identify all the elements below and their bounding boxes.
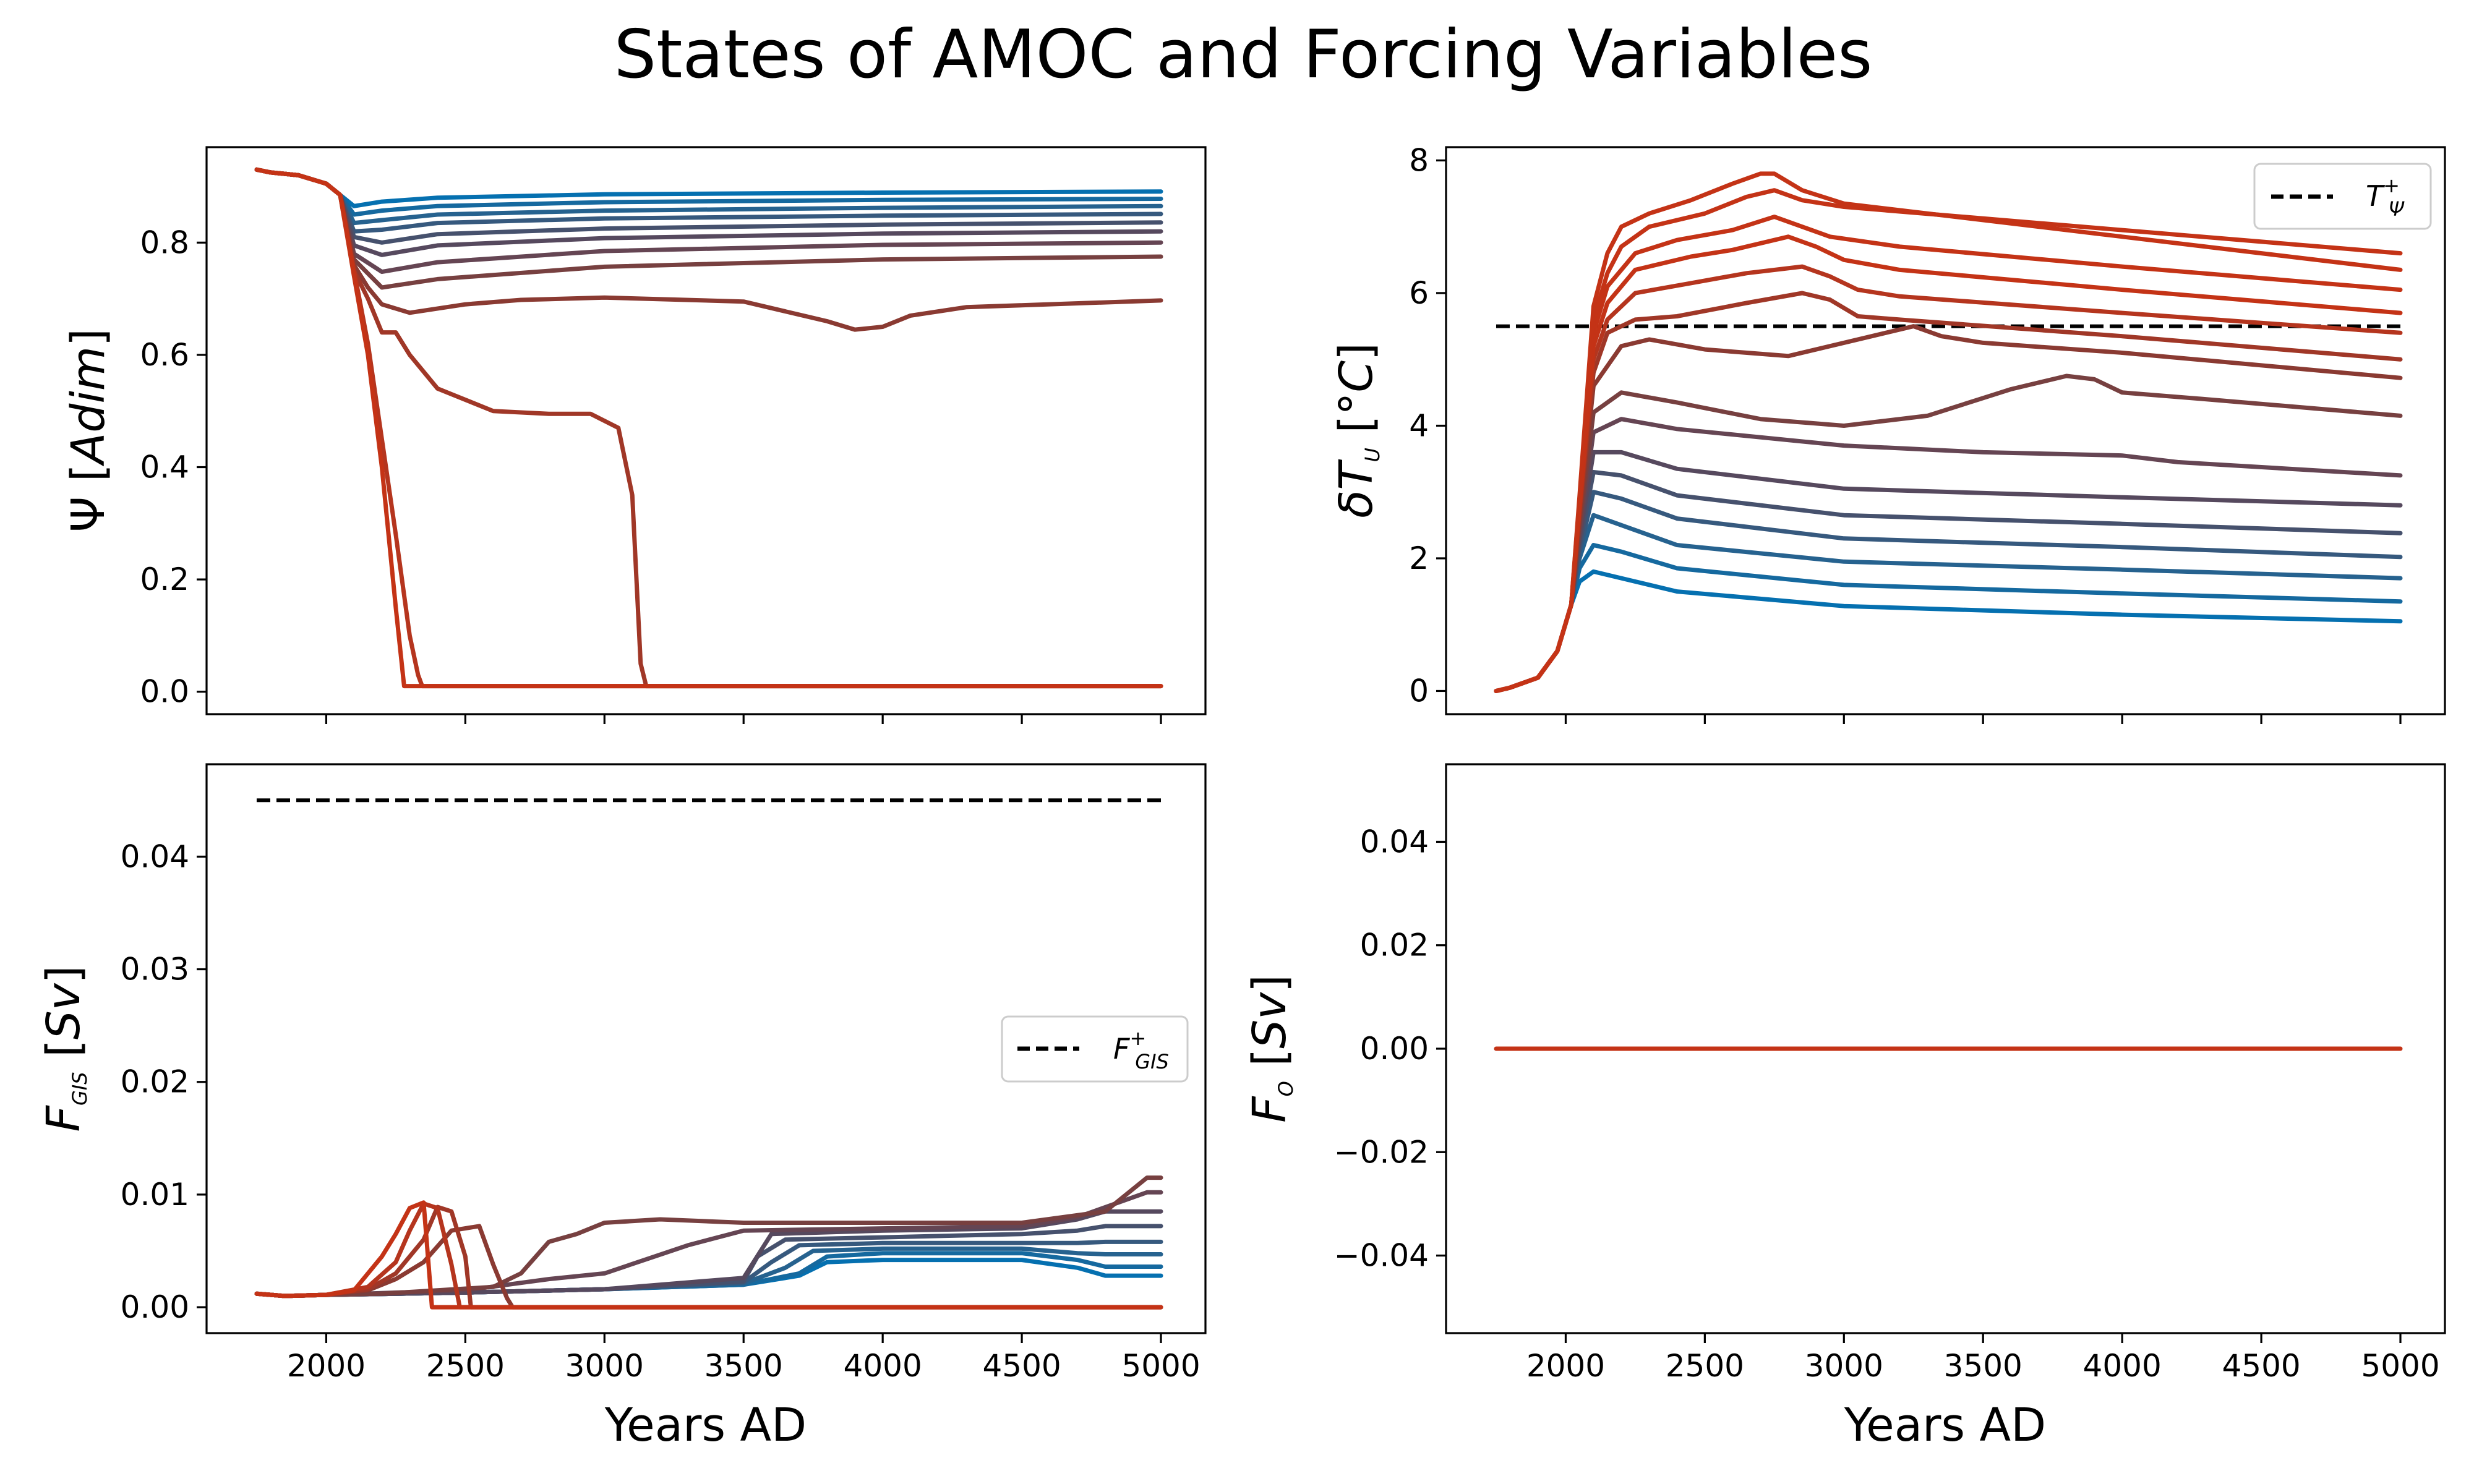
dtu-y-tick-label: 2: [1409, 540, 1429, 576]
fo-y-tick-label: −0.02: [1334, 1134, 1429, 1170]
fgis-x-tick-label: 4000: [844, 1348, 922, 1384]
fgis-series-layer: [254, 798, 1163, 1310]
fo-x-tick-label: 2500: [1666, 1348, 1744, 1384]
panel-psi: 0.0 0.2 0.4 0.6 0.8 Ψ [Adim]: [62, 146, 1207, 724]
dtu-y-axis-label: δTU [°C]: [1330, 343, 1384, 518]
dtu-y-tick-label: 4: [1409, 407, 1429, 443]
panel-fo: 2000 2500 3000 3500 4000 4500 5000 −0.04 −0.02 0.…: [1243, 763, 2446, 1452]
dtu-series-line-15: [1494, 171, 2403, 693]
dtu-y-tick-label: 8: [1409, 142, 1429, 178]
fo-x-tick-label: 2000: [1526, 1348, 1605, 1384]
figure-title: States of AMOC and Forcing Variables: [614, 16, 1873, 93]
fo-x-tick-label: 3000: [1805, 1348, 1883, 1384]
fgis-x-tick-label: 2500: [426, 1348, 505, 1384]
psi-y-tick-label: 0.8: [140, 224, 189, 260]
fgis-legend-box: [1001, 1015, 1189, 1083]
fgis-y-tick-label: 0.04: [121, 838, 189, 874]
dtu-y-tick-label: 0: [1409, 673, 1429, 709]
fo-ticks: 2000 2500 3000 3500 4000 4500 5000 −0.04 −0.02 0.…: [1334, 824, 2440, 1384]
fgis-x-tick-label: 3000: [565, 1348, 644, 1384]
fo-x-tick-label: 5000: [2361, 1348, 2439, 1384]
fgis-axes-frame: [205, 763, 1207, 1334]
psi-y-tick-label: 0.6: [140, 337, 189, 373]
fgis-ticks: 2000 2500 3000 3500 4000 4500 5000 0.00 0.01 0.02…: [121, 838, 1201, 1384]
fgis-series-line-12: [254, 1200, 1163, 1310]
dtu-axes-frame: [1445, 146, 2446, 715]
dtu-legend-box: [2253, 163, 2432, 230]
psi-y-tick-label: 0.4: [140, 450, 189, 485]
panel-fgis: 2000 2500 3000 3500 4000 4500 5000 0.00 0.01 0.02…: [37, 763, 1207, 1452]
psi-y-tick-label: 0.2: [140, 561, 189, 597]
dtu-legend: T+ Ψ: [2253, 163, 2432, 230]
panel-delta-tu: 0 2 4 6 8 δTU [°C] T+ Ψ: [1330, 142, 2446, 724]
fgis-y-axis-label: FGIS [Sv]: [37, 965, 92, 1132]
dtu-ticks: 0 2 4 6 8: [1409, 142, 2402, 724]
dtu-y-tick-label: 6: [1409, 275, 1429, 311]
psi-y-tick-label: 0.0: [140, 674, 189, 710]
fo-y-axis-label: FO [Sv]: [1243, 974, 1298, 1123]
fgis-series-line-8: [254, 1175, 1163, 1298]
fo-x-tick-label: 4000: [2083, 1348, 2162, 1384]
fo-x-tick-label: 4500: [2222, 1348, 2300, 1384]
fgis-legend: F+ GIS: [1001, 1015, 1189, 1083]
fgis-x-tick-label: 5000: [1121, 1348, 1200, 1384]
fgis-y-tick-label: 0.02: [121, 1064, 189, 1100]
psi-series-layer: [254, 167, 1163, 689]
fgis-x-tick-label: 4500: [982, 1348, 1061, 1384]
dtu-series-layer: [1494, 171, 2403, 693]
fo-y-tick-label: 0.00: [1360, 1031, 1429, 1067]
fo-x-tick-label: 3500: [1944, 1348, 2022, 1384]
psi-axes-frame: [205, 146, 1207, 715]
psi-y-axis-label: Ψ [Adim]: [62, 328, 115, 532]
fgis-x-tick-label: 3500: [704, 1348, 783, 1384]
psi-series-line-12: [254, 167, 1163, 689]
fgis-x-axis-label: Years AD: [604, 1399, 807, 1452]
fgis-y-tick-label: 0.00: [121, 1289, 189, 1325]
fgis-x-tick-label: 2000: [287, 1348, 366, 1384]
fo-x-axis-label: Years AD: [1844, 1399, 2046, 1452]
psi-ticks: 0.0 0.2 0.4 0.6 0.8: [140, 224, 1162, 724]
fo-y-tick-label: −0.04: [1334, 1238, 1429, 1274]
fo-y-tick-label: 0.04: [1360, 824, 1429, 859]
fgis-y-tick-label: 0.03: [121, 952, 189, 987]
fgis-y-tick-label: 0.01: [121, 1177, 189, 1213]
fo-y-tick-label: 0.02: [1360, 927, 1429, 963]
